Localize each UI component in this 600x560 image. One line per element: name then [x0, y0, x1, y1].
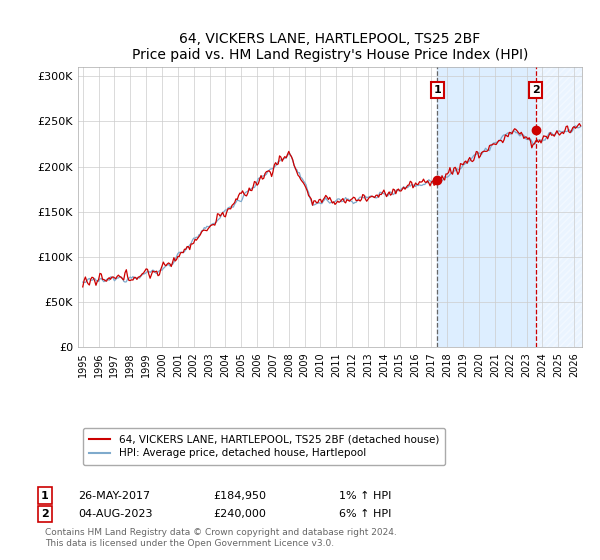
Text: 2: 2	[532, 85, 539, 95]
Text: 04-AUG-2023: 04-AUG-2023	[78, 509, 152, 519]
Bar	[536, 67, 582, 347]
Legend: 64, VICKERS LANE, HARTLEPOOL, TS25 2BF (detached house), HPI: Average price, det: 64, VICKERS LANE, HARTLEPOOL, TS25 2BF (…	[83, 428, 445, 465]
Title: 64, VICKERS LANE, HARTLEPOOL, TS25 2BF
Price paid vs. HM Land Registry's House P: 64, VICKERS LANE, HARTLEPOOL, TS25 2BF P…	[132, 32, 528, 62]
Bar	[437, 67, 582, 347]
Text: 26-MAY-2017: 26-MAY-2017	[78, 491, 150, 501]
Text: 6% ↑ HPI: 6% ↑ HPI	[339, 509, 391, 519]
Text: 1% ↑ HPI: 1% ↑ HPI	[339, 491, 391, 501]
Text: £184,950: £184,950	[213, 491, 266, 501]
Text: 1: 1	[434, 85, 442, 95]
Text: 2: 2	[41, 509, 49, 519]
Text: Contains HM Land Registry data © Crown copyright and database right 2024.
This d: Contains HM Land Registry data © Crown c…	[45, 528, 397, 548]
Text: £240,000: £240,000	[213, 509, 266, 519]
Text: 1: 1	[41, 491, 49, 501]
